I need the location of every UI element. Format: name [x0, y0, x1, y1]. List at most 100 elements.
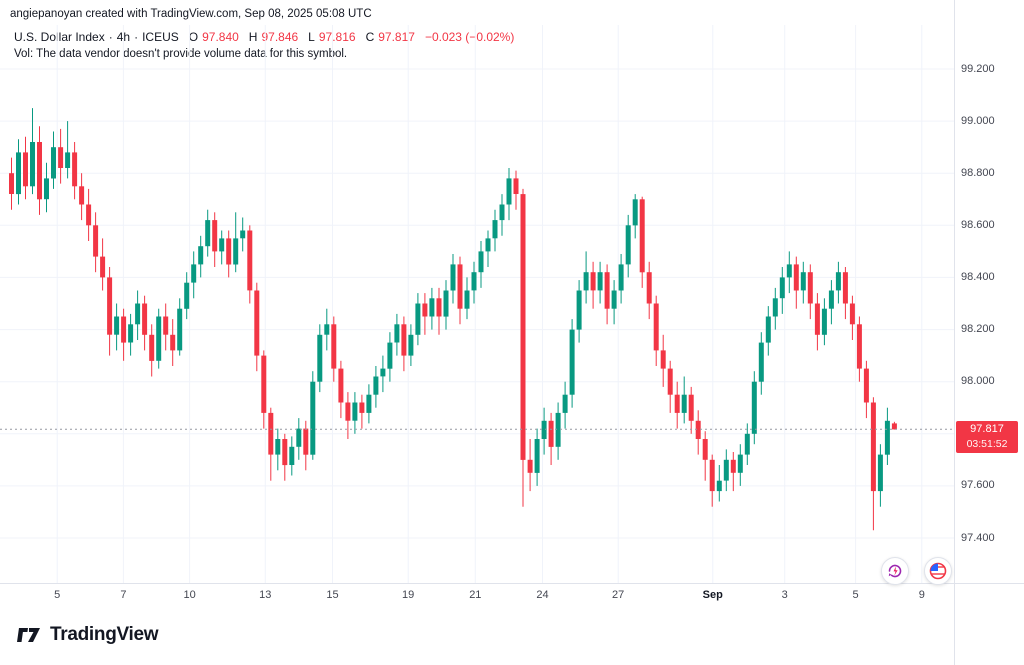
candle-body — [716, 480, 722, 492]
candle-body — [345, 402, 351, 421]
candle-body — [744, 433, 750, 455]
candle-body — [464, 290, 470, 309]
time-axis-label: 19 — [402, 589, 415, 601]
price-axis-label: 98.800 — [961, 166, 995, 179]
candle-body — [646, 272, 652, 304]
candle-body — [548, 420, 554, 447]
candle-body — [282, 439, 288, 466]
candle-body — [849, 303, 855, 325]
candle-body — [247, 230, 253, 291]
tradingview-logo-icon — [17, 628, 40, 642]
candle-body — [72, 152, 78, 187]
candle-body — [555, 412, 561, 447]
candle-body — [870, 402, 876, 492]
tradingview-footer[interactable]: TradingView — [16, 622, 159, 648]
candle-body — [520, 194, 526, 460]
candle-body — [212, 220, 218, 252]
time-axis-label: Sep — [702, 589, 723, 601]
candle-body — [506, 178, 512, 205]
price-axis-label: 97.600 — [961, 479, 995, 492]
candle-body — [751, 381, 757, 434]
candle-body — [79, 186, 85, 205]
legend-separator: · — [108, 30, 113, 44]
time-axis-label: 7 — [120, 589, 127, 601]
volume-note: Vol: The data vendor doesn't provide vol… — [14, 48, 348, 60]
legend-separator2: · — [134, 30, 139, 44]
candle-body — [492, 220, 498, 239]
candle-body — [324, 324, 330, 335]
price-axis-label: 97.400 — [961, 531, 995, 544]
candle-body — [891, 423, 897, 430]
candle-body — [877, 454, 883, 492]
candle-body — [191, 264, 197, 283]
candle-body — [317, 334, 323, 382]
candle-body — [58, 147, 64, 168]
time-axis-label: 3 — [781, 589, 788, 601]
candle-body — [625, 225, 631, 265]
symbol-legend: U.S. Dollar Index · 4h · ICEUS O 97.840 H… — [14, 30, 514, 44]
candle-body — [380, 368, 386, 377]
price-axis-label: 98.600 — [961, 218, 995, 231]
candle-body — [660, 350, 666, 369]
candle-body — [884, 420, 890, 455]
low-value: 97.816 — [318, 30, 356, 44]
candle-body — [128, 324, 134, 343]
candle-body — [275, 439, 281, 455]
candle-body — [457, 264, 463, 309]
candle-body — [821, 308, 827, 335]
candle-body — [513, 178, 519, 194]
candle-body — [653, 303, 659, 351]
candle-body — [534, 439, 540, 473]
us-flag-event-icon — [929, 562, 947, 580]
candle-body — [779, 277, 785, 299]
candle-body — [422, 303, 428, 317]
candle-body — [758, 342, 764, 382]
candle-body — [793, 264, 799, 291]
candle-body — [289, 446, 295, 465]
price-axis-label: 98.200 — [961, 323, 995, 336]
time-axis-label: 9 — [918, 589, 925, 601]
candle-body — [219, 238, 225, 252]
candle-body — [730, 459, 736, 473]
candle-body — [576, 290, 582, 330]
candle-body — [856, 324, 862, 369]
candle-body — [261, 355, 267, 413]
candle-body — [443, 290, 449, 317]
candle-body — [233, 238, 239, 265]
candle-body — [310, 381, 316, 455]
candle-body — [863, 368, 869, 403]
time-axis-label: 21 — [469, 589, 482, 601]
candle-body — [786, 264, 792, 278]
lightning-event-button[interactable] — [881, 557, 909, 585]
candle-body — [114, 316, 120, 335]
candle-body — [352, 402, 358, 421]
candle-body — [23, 152, 28, 187]
candle-body — [16, 152, 21, 195]
candle-body — [86, 204, 92, 226]
candle-body — [198, 246, 204, 265]
candle-body — [527, 459, 533, 473]
price-axis-label: 98.000 — [961, 375, 995, 388]
candle-body — [639, 199, 645, 273]
time-axis-label: 10 — [183, 589, 196, 601]
candle-body — [338, 368, 344, 403]
candle-body — [702, 439, 708, 460]
symbol-title[interactable]: U.S. Dollar Index — [14, 30, 105, 44]
candle-body — [240, 230, 246, 239]
attribution-text: angiepanoyan created with TradingView.co… — [10, 8, 372, 20]
us-flag-event-button[interactable] — [924, 557, 952, 585]
candle-body — [296, 428, 302, 447]
candle-body — [331, 324, 337, 369]
candle-body — [450, 264, 456, 291]
bar-countdown: 03:51:52 — [966, 438, 1008, 451]
candle-body — [9, 173, 14, 194]
price-axis-label: 98.400 — [961, 270, 995, 283]
candle-body — [268, 412, 274, 455]
candle-body — [681, 394, 687, 413]
last-price-badge: 97.817 03:51:52 — [956, 421, 1018, 454]
low-letter: L — [308, 30, 315, 44]
candle-body — [618, 264, 624, 291]
candle-body — [359, 402, 365, 413]
